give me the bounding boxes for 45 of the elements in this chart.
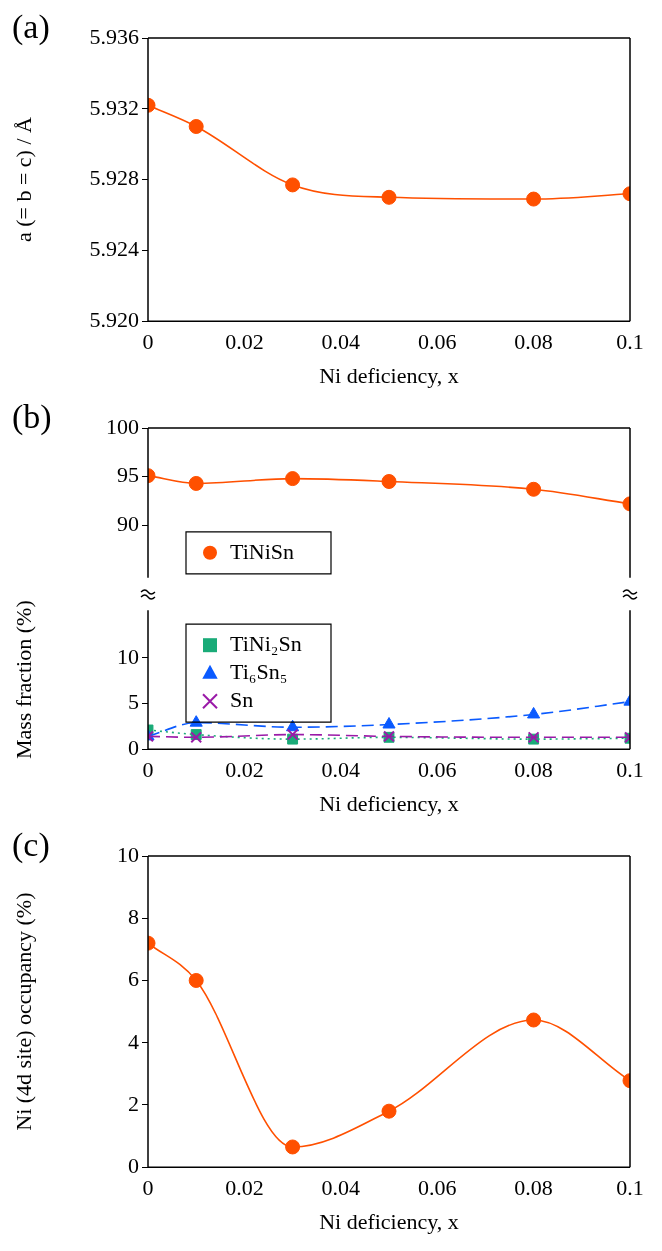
y-tick-label: 5.936 (89, 23, 139, 49)
y-axis-title: a (= b = c) / Å (10, 116, 36, 243)
y-tick-label: 95 (117, 462, 139, 488)
x-tick-label: 0.02 (225, 329, 264, 355)
y-tick-label: 5.920 (89, 306, 139, 332)
legend-label: Ti₆Sn₅ (230, 658, 288, 684)
y-tick-label: 0 (128, 734, 139, 760)
text: (c) (12, 825, 50, 864)
x-tick-label: 0.06 (417, 757, 457, 783)
x-tick-label: 0.06 (417, 329, 457, 355)
x-tick-label: 0.1 (616, 329, 644, 355)
x-tick-label: 0.1 (616, 757, 644, 783)
x-tick-label: 0.04 (321, 1175, 361, 1201)
y-tick-label: 5.928 (89, 165, 139, 191)
legend-label: Sn (230, 686, 254, 712)
x-tick-label: 0.04 (321, 757, 361, 783)
y-tick-label: 90 (117, 511, 139, 537)
y-tick-label: 2 (128, 1090, 139, 1116)
x-tick-label: 0.02 (225, 1175, 264, 1201)
x-tick-label: 0.04 (321, 329, 361, 355)
y-tick-label: 8 (128, 904, 139, 930)
legend-label: TiNiSn (230, 538, 295, 564)
x-tick-label: 0.08 (514, 329, 553, 355)
y-tick-label: 5.924 (89, 236, 139, 262)
y-tick-label: 5.932 (89, 94, 139, 120)
x-tick-label: 0.08 (514, 1175, 553, 1201)
y-tick-label: 6 (128, 966, 139, 992)
y-tick-label: 10 (117, 643, 139, 669)
y-axis-title: Ni (4d site) occupancy (%) (10, 892, 36, 1131)
y-tick-label: 5 (128, 689, 139, 715)
text: (b) (12, 397, 52, 436)
x-axis-title: Ni deficiency, x (319, 362, 459, 388)
x-axis-title: Ni deficiency, x (319, 1208, 459, 1234)
x-tick-label: 0.1 (616, 1175, 644, 1201)
y-axis-title: Mass fraction (%) (10, 600, 36, 760)
y-tick-label: 0 (128, 1152, 139, 1178)
y-tick-label: 100 (106, 413, 139, 439)
x-axis-title: Ni deficiency, x (319, 790, 459, 816)
y-tick-label: 10 (117, 841, 139, 867)
y-tick-label: 4 (128, 1028, 139, 1054)
x-tick-label: 0.02 (225, 757, 264, 783)
legend-label: TiNi₂Sn (230, 630, 302, 656)
x-tick-label: 0.06 (417, 1175, 457, 1201)
text: (a) (12, 7, 50, 46)
x-tick-label: 0.08 (514, 757, 553, 783)
